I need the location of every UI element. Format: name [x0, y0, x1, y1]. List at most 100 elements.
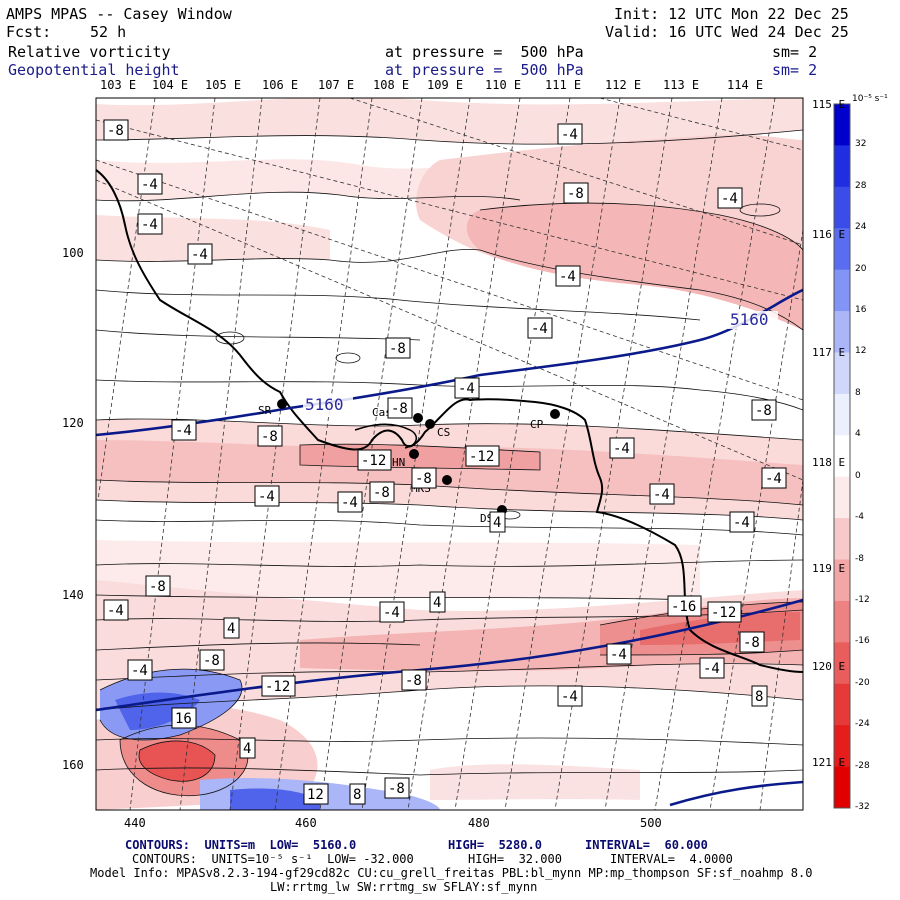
vorticity-contour-label: -8	[567, 186, 584, 202]
station-marker	[413, 413, 423, 423]
vorticity-label-box	[349, 783, 366, 805]
station-label: CS	[437, 426, 450, 439]
field2-level: at pressure = 500 hPa	[385, 61, 584, 79]
height-label-bg	[303, 396, 353, 414]
right-lon-label: 121 E	[812, 756, 846, 769]
vorticity-contour-label: 4	[433, 595, 441, 611]
right-lon-label: 117 E	[812, 346, 846, 359]
vorticity-contour-label: -12	[361, 453, 386, 469]
colorbar-swatch	[834, 393, 850, 436]
top-lon-label: 108 E	[373, 78, 410, 92]
vorticity-contour-label: -4	[613, 441, 630, 457]
vorticity-contour-label: -8	[388, 781, 405, 797]
colorbar	[833, 103, 851, 809]
top-lon-label: 110 E	[485, 78, 522, 92]
vorticity-label-box	[387, 397, 413, 419]
right-lon-label: 116 E	[812, 228, 846, 241]
y-axis-label: 160	[62, 758, 84, 772]
vorticity-contour-label: -4	[258, 489, 275, 505]
vorticity-label-box	[707, 601, 742, 623]
vorticity-contour-label: -12	[265, 679, 290, 695]
station-marker	[442, 475, 452, 485]
vorticity-contour-label: 4	[227, 621, 235, 637]
field1-smoothing: sm= 2	[772, 43, 818, 61]
vorticity-contour-label: -4	[141, 177, 158, 193]
top-lon-label: 106 E	[262, 78, 299, 92]
vorticity-label-box	[103, 119, 129, 141]
coastline	[96, 169, 803, 673]
vorticity-contour-label: -4	[559, 269, 576, 285]
vorticity-label-box	[609, 437, 635, 459]
vorticity-contour-label: -16	[671, 599, 696, 615]
vorticity-contour-label: 8	[755, 689, 763, 705]
vorticity-label-box	[557, 685, 583, 707]
colorbar-tick-label: 28	[855, 180, 867, 191]
station-marker	[277, 399, 287, 409]
vorticity-label-box	[369, 481, 395, 503]
vorticity-contour-label: -8	[203, 653, 220, 669]
vorticity-contour-label: -4	[703, 661, 720, 677]
vorticity-label-box	[103, 599, 129, 621]
vorticity-contour-label: -12	[469, 449, 494, 465]
vorticity-label-box	[137, 213, 163, 235]
colorbar-tick-label: -20	[855, 677, 870, 688]
field2-smoothing: sm= 2	[772, 61, 818, 79]
colorbar-tick-label: 4	[855, 429, 861, 440]
vorticity-contour-label: -8	[261, 429, 278, 445]
vorticity-label-box	[223, 617, 240, 639]
top-lon-label: 103 E	[100, 78, 137, 92]
colorbar-swatch	[834, 725, 850, 768]
vorticity-label-box	[411, 467, 437, 489]
colorbar-swatch	[834, 476, 850, 519]
vorticity-label-box	[254, 485, 280, 507]
colorbar-tick-label: 24	[855, 222, 867, 233]
vorticity-contour-label: -4	[531, 321, 548, 337]
vorticity-label-box	[527, 317, 553, 339]
height-contour-label: 5160	[730, 310, 769, 329]
vorticity-contour-label: -4	[561, 689, 578, 705]
vorticity-contour-label: -4	[107, 603, 124, 619]
vorticity-contour-label: -4	[458, 381, 475, 397]
vorticity-label-box	[465, 445, 500, 467]
vorticity-label-box	[555, 265, 581, 287]
top-lon-label: 104 E	[152, 78, 189, 92]
x-axis-label: 480	[468, 816, 490, 830]
vorticity-label-box	[429, 591, 446, 613]
vorticity-label-box	[199, 649, 225, 671]
field2-name: Geopotential height	[8, 61, 180, 79]
top-lon-label: 109 E	[427, 78, 464, 92]
forecast-label: Fcst:	[6, 23, 52, 41]
field1-name: Relative vorticity	[8, 43, 171, 61]
init-time: Init: 12 UTC Mon 22 Dec 25	[614, 5, 849, 23]
y-axis-label: 100	[62, 246, 84, 260]
height-contour-interval: INTERVAL= 60.000	[585, 838, 708, 852]
vorticity-shading	[139, 740, 215, 782]
vorticity-shading	[96, 159, 520, 201]
vorticity-contour-label: -8	[373, 485, 390, 501]
vorticity-label-box	[739, 631, 765, 653]
height-contour-5160	[96, 288, 803, 437]
station-label: HN	[392, 456, 405, 469]
colorbar-swatch	[834, 145, 850, 188]
colorbar-tick-label: -32	[855, 802, 870, 812]
vorticity-label-box	[171, 707, 197, 729]
vorticity-label-box	[145, 575, 171, 597]
vorticity-contour-high: HIGH= 32.000	[468, 852, 562, 866]
colorbar-swatch	[834, 518, 850, 561]
colorbar-tick-label: -24	[855, 719, 870, 730]
colorbar-tick-label: 32	[855, 139, 867, 150]
colorbar-tick-label: 0	[855, 470, 861, 481]
forecast-hour: 52 h	[90, 23, 127, 41]
vorticity-contour-label: 4	[243, 741, 251, 757]
vorticity-label-box	[761, 467, 787, 489]
vorticity-contour-label: -4	[733, 515, 750, 531]
vorticity-contour-label: 8	[353, 787, 361, 803]
x-axis-label: 500	[640, 816, 662, 830]
colorbar-tick-label: 8	[855, 387, 861, 398]
right-lon-label: 115 E	[812, 98, 846, 111]
vorticity-label-box	[357, 449, 392, 471]
vorticity-contour-interval: INTERVAL= 4.0000	[610, 852, 733, 866]
station-marker	[425, 419, 435, 429]
colorbar-tick-label: -8	[855, 553, 864, 564]
colorbar-swatch	[834, 186, 850, 229]
